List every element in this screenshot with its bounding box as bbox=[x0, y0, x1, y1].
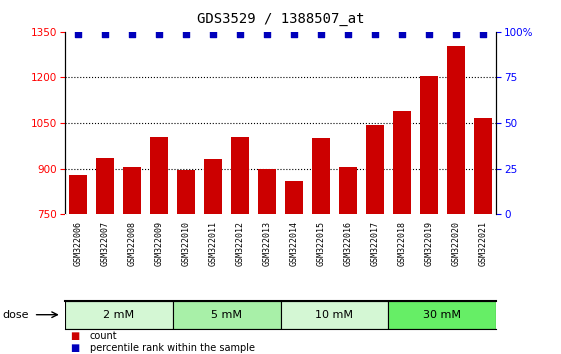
Bar bbox=[312, 138, 330, 214]
Point bbox=[236, 31, 245, 36]
Text: GSM322017: GSM322017 bbox=[370, 221, 379, 266]
Bar bbox=[420, 76, 438, 214]
Point bbox=[316, 31, 325, 36]
Text: 2 mM: 2 mM bbox=[103, 310, 134, 320]
Point bbox=[289, 31, 298, 36]
Text: 30 mM: 30 mM bbox=[424, 310, 462, 320]
Point bbox=[370, 31, 379, 36]
Text: count: count bbox=[90, 331, 117, 341]
Text: percentile rank within the sample: percentile rank within the sample bbox=[90, 343, 255, 353]
Bar bbox=[447, 46, 465, 214]
Bar bbox=[150, 137, 168, 214]
Bar bbox=[173, 301, 280, 329]
Bar bbox=[96, 158, 114, 214]
Bar bbox=[389, 301, 496, 329]
Text: GSM322018: GSM322018 bbox=[398, 221, 407, 266]
Text: GSM322020: GSM322020 bbox=[452, 221, 461, 266]
Text: 10 mM: 10 mM bbox=[315, 310, 353, 320]
Point bbox=[425, 31, 434, 36]
Point bbox=[263, 31, 272, 36]
Point bbox=[452, 31, 461, 36]
Text: ■: ■ bbox=[70, 331, 79, 341]
Text: 5 mM: 5 mM bbox=[211, 310, 242, 320]
Bar bbox=[231, 137, 249, 214]
Bar bbox=[474, 119, 492, 214]
Bar bbox=[285, 181, 303, 214]
Bar bbox=[393, 111, 411, 214]
Text: GSM322007: GSM322007 bbox=[100, 221, 109, 266]
Text: GSM322008: GSM322008 bbox=[127, 221, 136, 266]
Bar bbox=[258, 169, 276, 214]
Text: GSM322010: GSM322010 bbox=[182, 221, 191, 266]
Text: GSM322021: GSM322021 bbox=[479, 221, 488, 266]
Point bbox=[127, 31, 136, 36]
Point bbox=[100, 31, 109, 36]
Text: GSM322013: GSM322013 bbox=[263, 221, 272, 266]
Point bbox=[154, 31, 163, 36]
Bar bbox=[204, 159, 222, 214]
Point bbox=[479, 31, 488, 36]
Point bbox=[209, 31, 218, 36]
Text: GSM322012: GSM322012 bbox=[236, 221, 245, 266]
Text: GDS3529 / 1388507_at: GDS3529 / 1388507_at bbox=[197, 12, 364, 27]
Point bbox=[73, 31, 82, 36]
Bar bbox=[366, 125, 384, 214]
Bar bbox=[123, 167, 141, 214]
Text: GSM322011: GSM322011 bbox=[209, 221, 218, 266]
Bar bbox=[177, 170, 195, 214]
Text: GSM322014: GSM322014 bbox=[289, 221, 298, 266]
Point bbox=[343, 31, 352, 36]
Bar bbox=[280, 301, 388, 329]
Text: GSM322009: GSM322009 bbox=[154, 221, 163, 266]
Text: dose: dose bbox=[3, 310, 29, 320]
Text: GSM322016: GSM322016 bbox=[343, 221, 352, 266]
Text: GSM322006: GSM322006 bbox=[73, 221, 82, 266]
Text: ■: ■ bbox=[70, 343, 79, 353]
Bar bbox=[69, 175, 87, 214]
Point bbox=[398, 31, 407, 36]
Bar bbox=[339, 167, 357, 214]
Text: GSM322019: GSM322019 bbox=[425, 221, 434, 266]
Text: GSM322015: GSM322015 bbox=[316, 221, 325, 266]
Bar bbox=[65, 301, 173, 329]
Point bbox=[182, 31, 191, 36]
